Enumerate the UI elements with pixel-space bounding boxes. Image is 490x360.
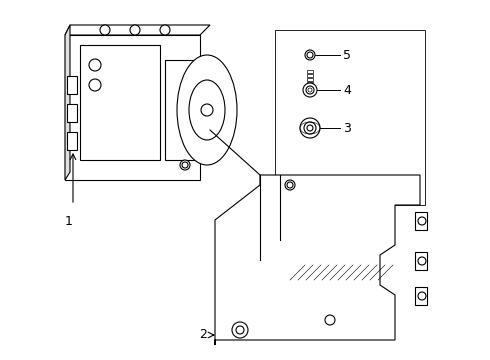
Circle shape <box>325 315 335 325</box>
Circle shape <box>303 83 317 97</box>
Text: 4: 4 <box>343 84 351 96</box>
Circle shape <box>89 59 101 71</box>
Circle shape <box>418 292 426 300</box>
Circle shape <box>304 122 316 134</box>
Bar <box>307 74 313 77</box>
Polygon shape <box>215 175 420 345</box>
Circle shape <box>300 118 320 138</box>
Bar <box>165 60 205 160</box>
Circle shape <box>306 86 314 94</box>
Circle shape <box>89 79 101 91</box>
Text: 3: 3 <box>343 122 351 135</box>
Bar <box>415 212 427 230</box>
Circle shape <box>307 52 313 58</box>
Circle shape <box>305 50 315 60</box>
Bar <box>65 35 200 180</box>
Bar <box>415 287 427 305</box>
Bar <box>80 45 160 160</box>
Bar <box>307 82 313 85</box>
Bar <box>415 252 427 270</box>
Bar <box>307 78 313 81</box>
Circle shape <box>418 257 426 265</box>
Circle shape <box>418 217 426 225</box>
Bar <box>67 104 77 122</box>
Circle shape <box>232 322 248 338</box>
Text: 2: 2 <box>199 328 207 342</box>
Circle shape <box>180 160 190 170</box>
Bar <box>67 76 77 94</box>
Bar <box>307 70 313 73</box>
Text: 5: 5 <box>343 49 351 62</box>
Bar <box>275 30 425 205</box>
Circle shape <box>308 88 312 92</box>
Circle shape <box>236 326 244 334</box>
Circle shape <box>130 25 140 35</box>
Ellipse shape <box>177 55 237 165</box>
Circle shape <box>287 182 293 188</box>
Ellipse shape <box>189 80 225 140</box>
Circle shape <box>307 125 313 131</box>
Bar <box>67 132 77 150</box>
Text: 1: 1 <box>65 215 73 228</box>
Circle shape <box>182 162 188 168</box>
Polygon shape <box>65 25 70 180</box>
Circle shape <box>100 25 110 35</box>
Circle shape <box>201 104 213 116</box>
Circle shape <box>160 25 170 35</box>
Circle shape <box>285 180 295 190</box>
Polygon shape <box>65 25 210 35</box>
